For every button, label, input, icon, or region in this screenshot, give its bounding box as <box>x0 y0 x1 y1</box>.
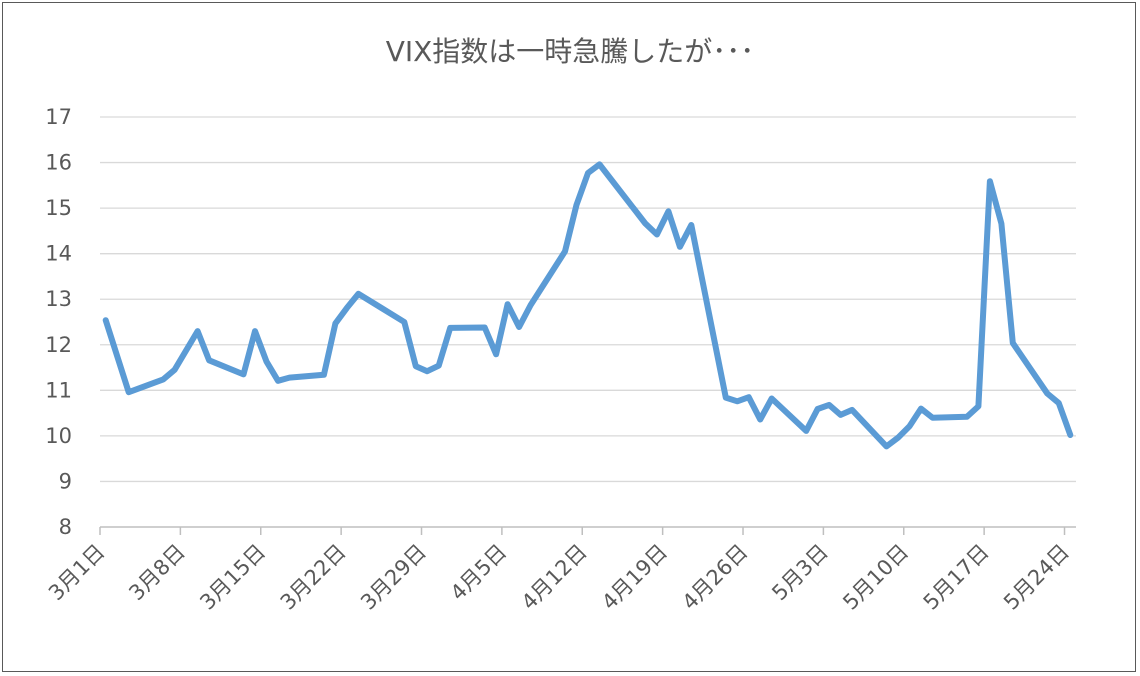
series-line-0 <box>102 161 1074 450</box>
y-tick-label: 16 <box>45 151 72 175</box>
x-tick-label: 4月19日 <box>597 540 672 615</box>
chart-title: VIX指数は一時急騰したが･･･ <box>385 35 755 68</box>
x-tick-label: 5月17日 <box>919 540 994 615</box>
y-tick-label: 17 <box>45 105 72 129</box>
y-tick-label: 15 <box>45 196 72 220</box>
x-tick-label: 3月29日 <box>356 540 431 615</box>
x-tick-label: 5月3日 <box>767 540 833 606</box>
series-layer <box>102 161 1074 450</box>
y-tick-label: 11 <box>45 378 72 402</box>
y-tick-label: 9 <box>59 469 72 493</box>
x-tick-label: 3月8日 <box>124 540 190 606</box>
y-tick-label: 8 <box>59 515 72 539</box>
x-tick-label: 5月24日 <box>999 540 1074 615</box>
x-tick-label: 4月5日 <box>446 540 512 606</box>
gridlines <box>100 116 1076 483</box>
x-tick-label: 3月1日 <box>44 540 110 606</box>
y-tick-label: 12 <box>45 333 72 357</box>
x-tick-label: 4月12日 <box>517 540 592 615</box>
x-tick-label: 3月22日 <box>276 540 351 615</box>
y-tick-label: 14 <box>45 242 72 266</box>
y-tick-label: 10 <box>45 424 72 448</box>
x-axis: 3月1日 3月8日 3月15日 3月22日 3月29日 4月5日 4月12日 4月19日 4月2… <box>44 526 1076 615</box>
x-tick-label: 3月15日 <box>195 540 270 615</box>
y-tick-label: 13 <box>45 287 72 311</box>
y-axis-ticks: 8 9 10 11 12 13 14 15 16 17 <box>45 105 72 539</box>
x-tick-label: 4月26日 <box>678 540 753 615</box>
x-tick-label: 5月10日 <box>838 540 913 615</box>
